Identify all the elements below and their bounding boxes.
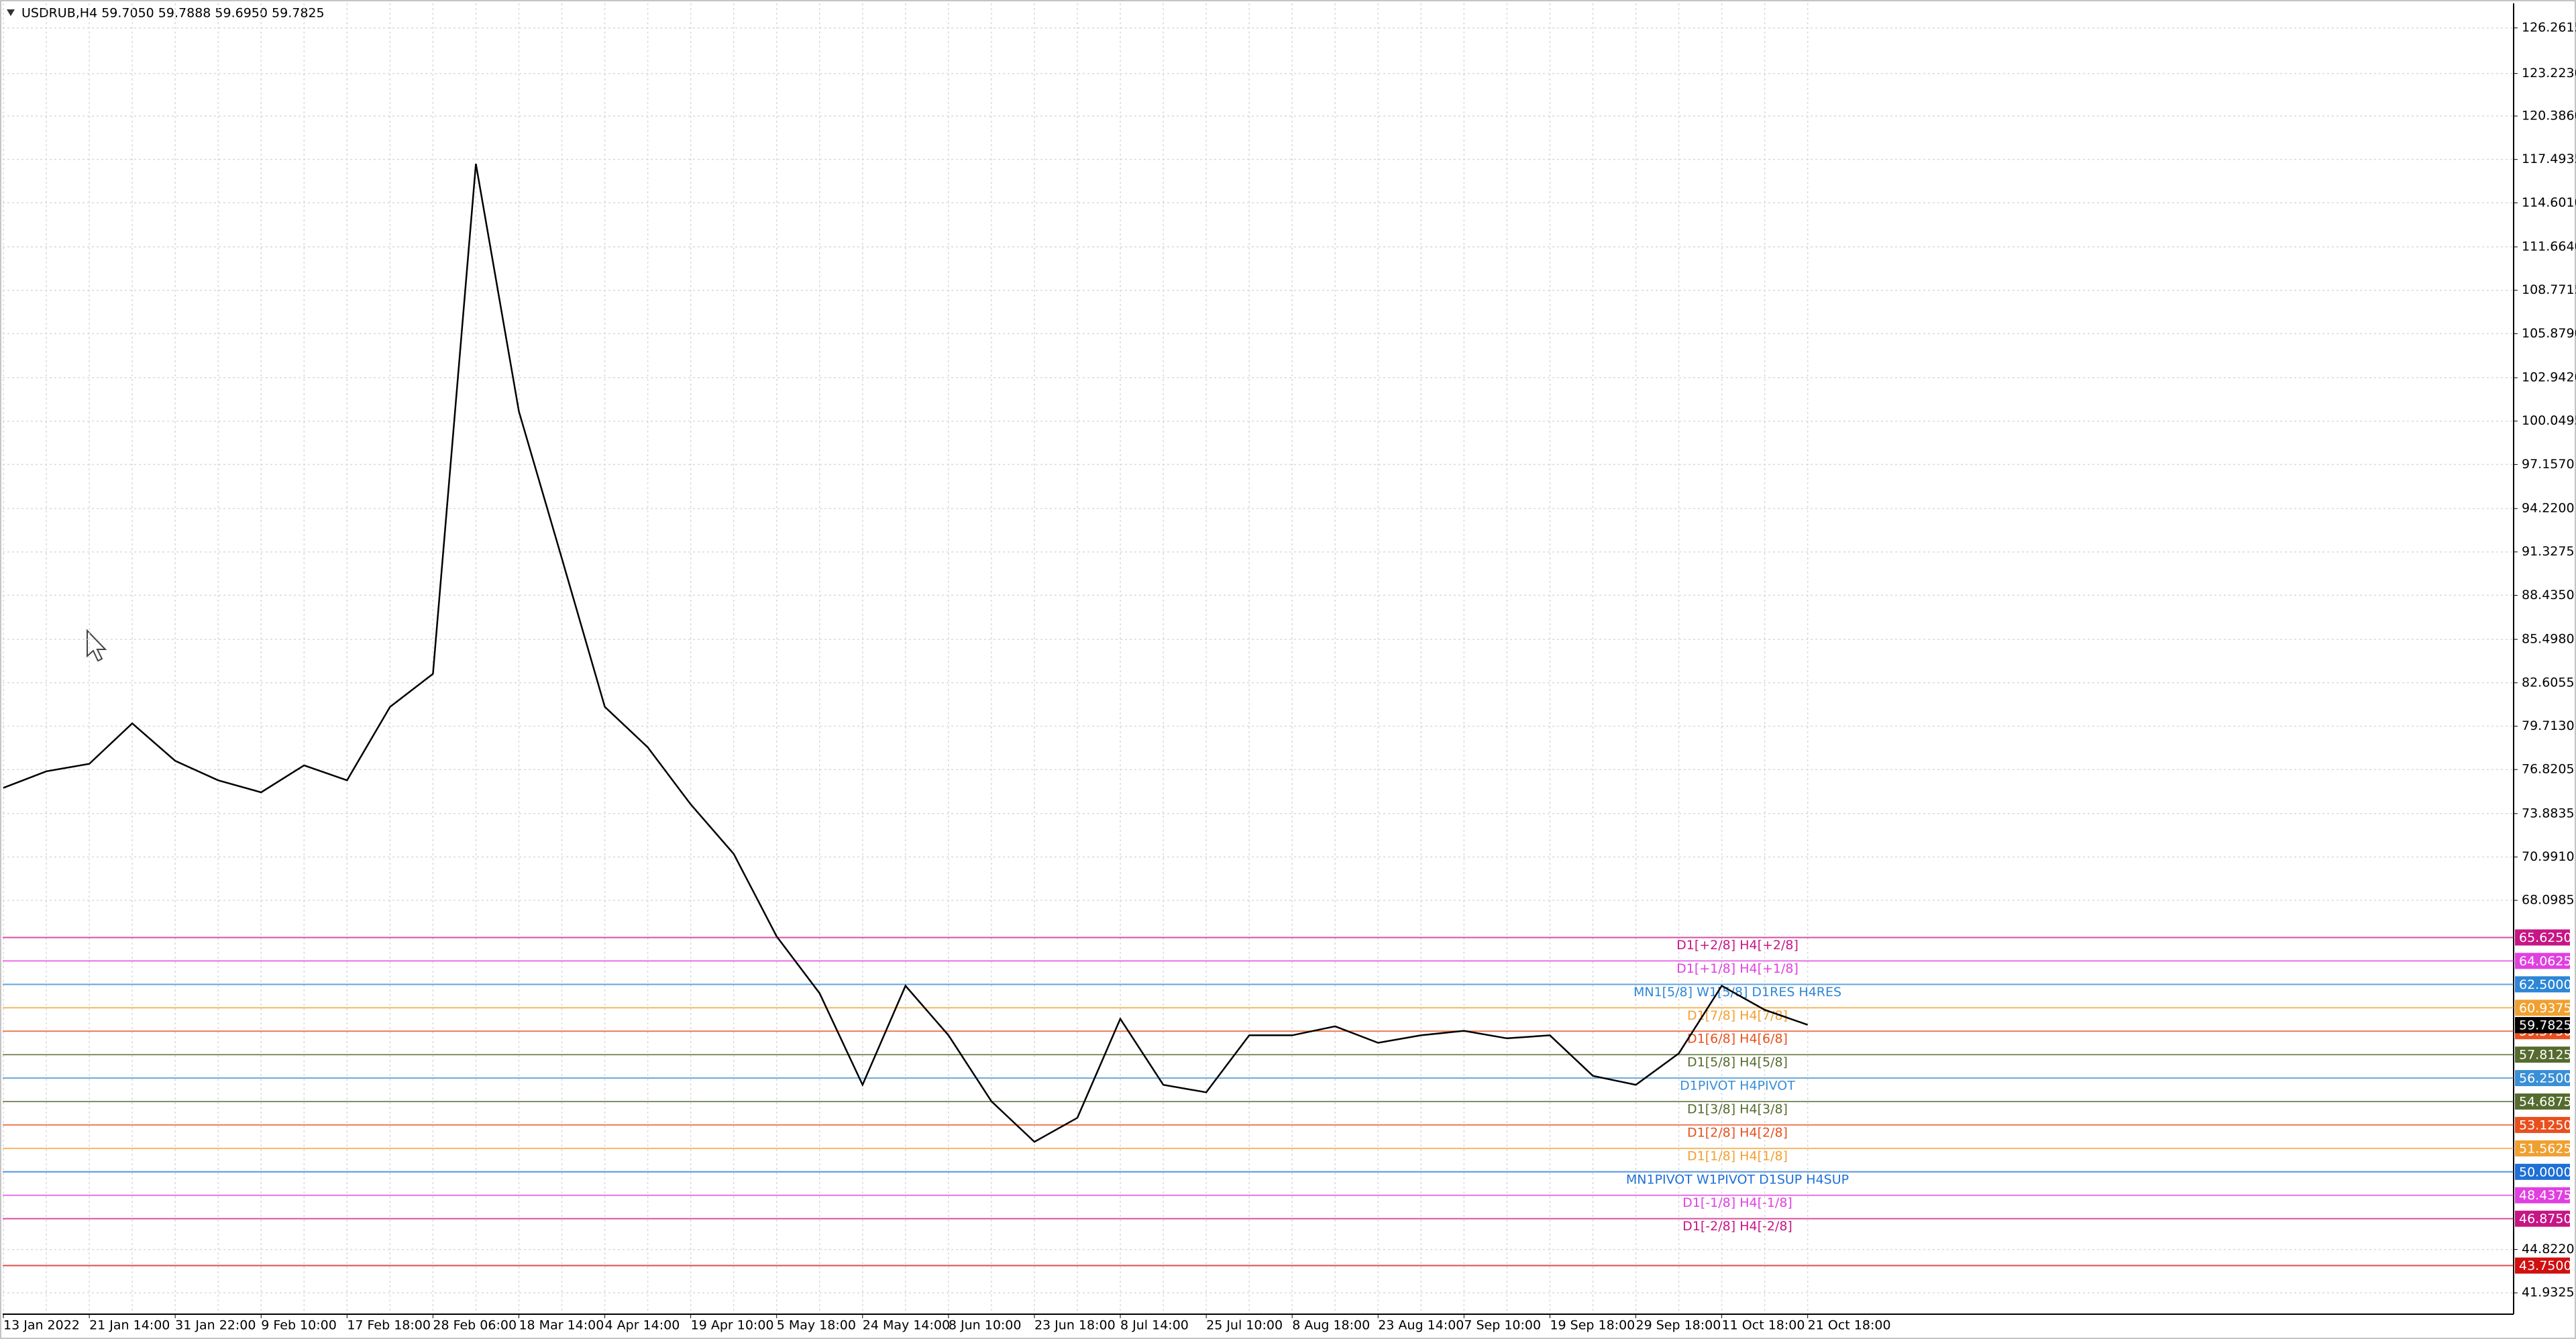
level-label: D1[2/8] H4[2/8] [1687, 1125, 1788, 1140]
level-label: MN1[5/8] W1[5/8] D1RES H4RES [1633, 985, 1841, 1000]
x-tick-label: 28 Feb 06:00 [433, 1318, 517, 1333]
x-tick-label: 8 Jul 14:00 [1120, 1318, 1189, 1333]
level-value: 50.0000 [2519, 1165, 2572, 1179]
level-label: D1[-1/8] H4[-1/8] [1682, 1195, 1792, 1210]
level-box [2515, 1257, 2570, 1274]
level-label: D1[1/8] H4[1/8] [1687, 1148, 1788, 1163]
y-tick-label: 94.2200 [2522, 501, 2575, 516]
y-tick-label: 105.8790 [2522, 326, 2576, 341]
level-label: D1[3/8] H4[3/8] [1687, 1102, 1788, 1116]
y-tick-label: 68.0985 [2522, 893, 2575, 908]
x-tick-label: 19 Apr 10:00 [691, 1318, 774, 1333]
level-value: 56.2500 [2519, 1071, 2572, 1086]
y-tick-label: 123.2230 [2522, 66, 2576, 81]
x-tick-label: 21 Jan 14:00 [89, 1318, 170, 1333]
y-tick-label: 88.4350 [2522, 588, 2575, 602]
x-tick-label: 5 May 18:00 [777, 1318, 856, 1333]
level-box [2515, 1140, 2570, 1157]
level-box [2515, 1070, 2570, 1087]
level-box [2515, 953, 2570, 969]
x-tick-label: 23 Aug 14:00 [1378, 1318, 1464, 1333]
level-label: D1[7/8] H4[7/8] [1687, 1008, 1788, 1023]
y-tick-label: 117.4935 [2522, 152, 2576, 166]
x-tick-label: 19 Sep 18:00 [1550, 1318, 1635, 1333]
level-value: 43.7500 [2519, 1258, 2572, 1273]
x-tick-label: 4 Apr 14:00 [605, 1318, 680, 1333]
level-box [2515, 1187, 2570, 1203]
level-box [2515, 1210, 2570, 1227]
x-tick-label: 29 Sep 18:00 [1636, 1318, 1721, 1333]
y-tick-label: 76.8205 [2522, 762, 2575, 777]
level-label: D1[+2/8] H4[+2/8] [1676, 938, 1799, 953]
price-line [3, 163, 1809, 1143]
level-value: 53.1250 [2519, 1118, 2572, 1132]
level-label: D1[5/8] H4[5/8] [1687, 1055, 1788, 1070]
y-tick-label: 91.3275 [2522, 544, 2575, 559]
level-value: 51.5625 [2519, 1141, 2572, 1156]
y-tick-label: 82.6055 [2522, 675, 2575, 690]
level-value: 54.6875 [2519, 1094, 2572, 1109]
last-price-label: 59.7825 [2519, 1018, 2572, 1033]
level-box [2515, 1093, 2570, 1110]
level-value: 65.6250 [2519, 930, 2572, 945]
level-box [2515, 976, 2570, 993]
x-tick-label: 8 Jun 10:00 [949, 1318, 1022, 1333]
level-value: 48.4375 [2519, 1188, 2572, 1203]
level-label: D1[+1/8] H4[+1/8] [1676, 961, 1799, 976]
x-tick-label: 13 Jan 2022 [3, 1318, 80, 1333]
level-label: D1[6/8] H4[6/8] [1687, 1032, 1788, 1047]
header-arrow[interactable] [7, 9, 15, 16]
mouse-cursor [87, 629, 107, 662]
y-tick-label: 70.9910 [2522, 849, 2575, 864]
y-tick-label: 111.6640 [2522, 239, 2576, 254]
x-tick-label: 9 Feb 10:00 [261, 1318, 337, 1333]
y-tick-label: 73.8835 [2522, 806, 2575, 820]
level-value: 60.9375 [2519, 1001, 2572, 1016]
y-tick-label: 114.6010 [2522, 195, 2576, 210]
y-tick-label: 108.7715 [2522, 282, 2576, 297]
level-box [2515, 929, 2570, 946]
x-tick-label: 18 Mar 14:00 [519, 1318, 604, 1333]
y-tick-label: 41.9325 [2522, 1285, 2575, 1300]
y-tick-label: 102.9420 [2522, 370, 2576, 385]
x-tick-label: 24 May 14:00 [863, 1318, 950, 1333]
level-value: 62.5000 [2519, 977, 2572, 992]
x-tick-label: 7 Sep 10:00 [1464, 1318, 1541, 1333]
x-tick-label: 8 Aug 18:00 [1292, 1318, 1370, 1333]
level-label: MN1PIVOT W1PIVOT D1SUP H4SUP [1626, 1172, 1849, 1187]
level-value: 57.8125 [2519, 1048, 2572, 1063]
y-tick-label: 44.8220 [2522, 1242, 2575, 1256]
x-tick-label: 21 Oct 18:00 [1808, 1318, 1891, 1333]
level-label: D1PIVOT H4PIVOT [1680, 1079, 1795, 1093]
level-box [2515, 1047, 2570, 1063]
level-box [2515, 1000, 2570, 1016]
level-value: 64.0625 [2519, 954, 2572, 969]
level-box [2515, 1116, 2570, 1133]
y-tick-label: 79.7130 [2522, 718, 2575, 733]
x-tick-label: 17 Feb 18:00 [347, 1318, 431, 1333]
last-price-box [2515, 1017, 2570, 1034]
y-tick-label: 85.4980 [2522, 632, 2575, 647]
y-tick-label: 97.1570 [2522, 457, 2575, 472]
x-tick-label: 11 Oct 18:00 [1722, 1318, 1805, 1333]
y-tick-label: 126.2615 [2522, 20, 2576, 35]
x-tick-label: 25 Jul 10:00 [1206, 1318, 1283, 1333]
y-tick-label: 120.3860 [2522, 109, 2576, 123]
y-tick-label: 100.0495 [2522, 413, 2576, 428]
chart-header: USDRUB,H4 59.7050 59.7888 59.6950 59.782… [21, 6, 325, 21]
x-tick-label: 23 Jun 18:00 [1034, 1318, 1116, 1333]
level-label: D1[-2/8] H4[-2/8] [1682, 1219, 1792, 1234]
x-tick-label: 31 Jan 22:00 [175, 1318, 256, 1333]
level-box [2515, 1163, 2570, 1180]
level-value: 46.8750 [2519, 1212, 2572, 1226]
